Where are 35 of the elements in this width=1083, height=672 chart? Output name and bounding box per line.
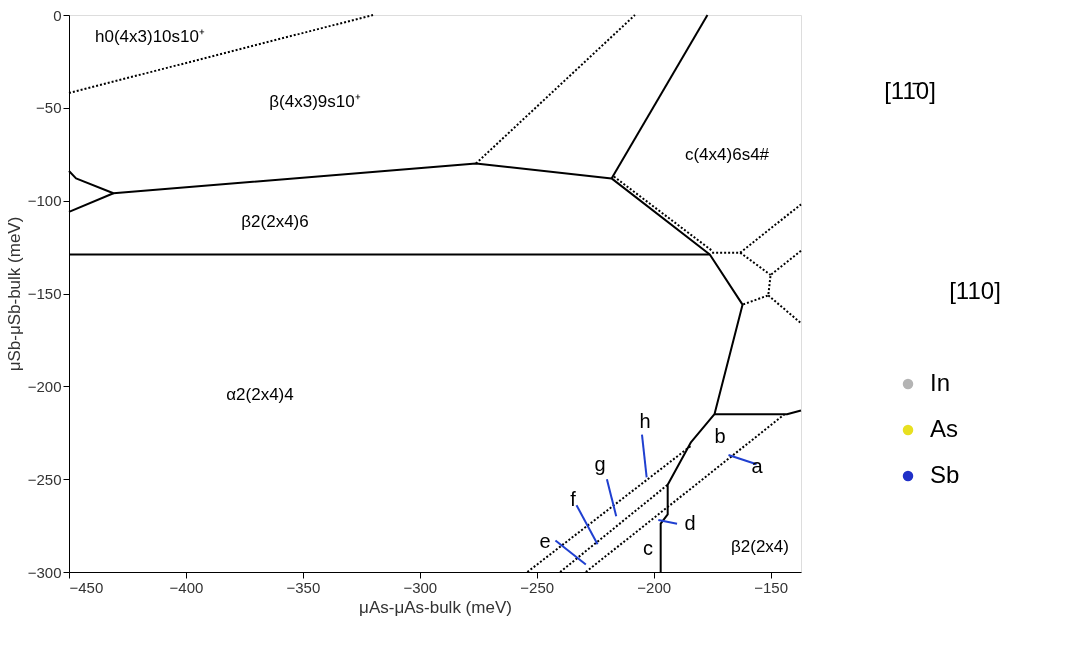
- y-tick-label: 0: [53, 6, 62, 24]
- x-tick-label: −200: [637, 578, 672, 596]
- text: [110]: [949, 277, 1001, 304]
- annotation: h: [639, 410, 651, 432]
- legend-label: As: [930, 415, 959, 442]
- annotation: a: [751, 455, 764, 477]
- annotation: f: [570, 488, 577, 510]
- annotation: β2(2x4)6: [241, 212, 309, 231]
- annotation: h0(4x3)10s10⁺: [95, 27, 205, 46]
- text: [11̄0]: [884, 77, 936, 104]
- x-tick-label: −150: [754, 578, 788, 596]
- x-tick-label: −250: [520, 578, 555, 596]
- y-tick-label: −200: [27, 377, 62, 395]
- y-tick-label: −150: [27, 285, 62, 302]
- x-axis-title: μAs-μAs-bulk (meV): [359, 597, 512, 617]
- legend-label: Sb: [930, 461, 960, 488]
- annotation: g: [594, 453, 606, 475]
- x-tick-label: −450: [69, 578, 104, 596]
- x-tick-label: −350: [286, 578, 321, 596]
- y-axis-title: μSb-μSb-bulk (meV): [4, 216, 24, 372]
- annotation: d: [684, 512, 696, 534]
- y-tick-label: −50: [36, 99, 62, 117]
- legend-label: In: [930, 369, 951, 396]
- annotation: c(4x4)6s4#: [684, 145, 770, 164]
- x-tick-label: −400: [169, 578, 204, 596]
- annotation: β2(2x4): [731, 537, 789, 556]
- annotation: b: [714, 425, 726, 447]
- y-tick-label: −250: [27, 470, 62, 488]
- y-tick-label: −100: [27, 192, 62, 210]
- annotation: α2(2x4)4: [226, 385, 294, 404]
- y-tick-label: −300: [27, 563, 62, 581]
- annotation: e: [539, 530, 551, 552]
- annotation: β(4x3)9s10⁺: [269, 92, 361, 111]
- x-tick-label: −300: [403, 578, 438, 596]
- annotation: c: [643, 537, 653, 559]
